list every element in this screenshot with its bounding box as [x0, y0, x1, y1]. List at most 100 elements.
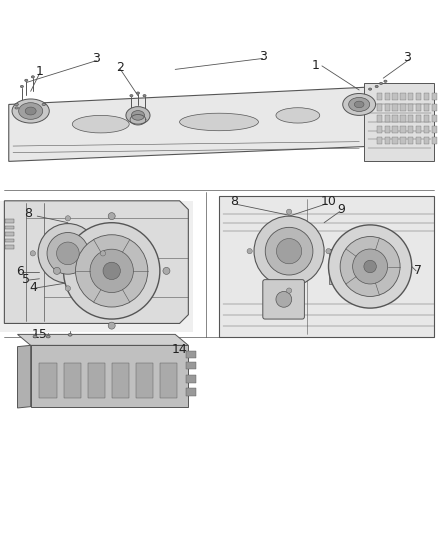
Circle shape — [65, 286, 71, 291]
Bar — [377, 126, 382, 133]
Bar — [432, 137, 437, 144]
Bar — [385, 104, 390, 111]
Bar — [408, 115, 413, 122]
Bar — [432, 93, 437, 100]
Ellipse shape — [143, 94, 146, 97]
Text: 14: 14 — [172, 343, 187, 356]
Text: 7: 7 — [414, 264, 422, 277]
Text: 4: 4 — [29, 281, 37, 294]
Bar — [432, 104, 437, 111]
Ellipse shape — [46, 335, 50, 338]
Bar — [5, 246, 14, 249]
Ellipse shape — [33, 335, 37, 338]
Ellipse shape — [20, 85, 24, 87]
Polygon shape — [219, 197, 434, 336]
Bar — [64, 363, 81, 398]
Text: 8: 8 — [230, 195, 238, 208]
Circle shape — [353, 249, 388, 284]
Ellipse shape — [15, 107, 18, 109]
Circle shape — [326, 248, 331, 254]
Bar — [5, 232, 14, 236]
Text: 15: 15 — [32, 328, 47, 341]
Ellipse shape — [126, 107, 150, 124]
Bar — [400, 93, 406, 100]
FancyBboxPatch shape — [263, 280, 304, 319]
Ellipse shape — [131, 110, 145, 120]
Bar — [416, 126, 421, 133]
Circle shape — [328, 225, 412, 308]
Bar — [39, 363, 57, 398]
Bar — [385, 115, 390, 122]
Circle shape — [47, 232, 89, 274]
Bar — [377, 104, 382, 111]
Bar — [385, 137, 390, 144]
Ellipse shape — [384, 80, 387, 82]
Circle shape — [65, 216, 71, 221]
Bar — [424, 126, 429, 133]
Text: 1: 1 — [311, 59, 319, 71]
Text: 5: 5 — [22, 273, 30, 286]
Ellipse shape — [25, 107, 36, 115]
Text: 3: 3 — [92, 52, 100, 65]
Bar — [392, 137, 398, 144]
Ellipse shape — [368, 88, 371, 90]
Circle shape — [108, 322, 115, 329]
Ellipse shape — [72, 115, 129, 133]
Bar — [424, 104, 429, 111]
Circle shape — [364, 260, 376, 273]
Ellipse shape — [130, 94, 133, 97]
Bar — [392, 115, 398, 122]
Circle shape — [276, 239, 302, 264]
Text: 3: 3 — [403, 51, 411, 63]
Circle shape — [108, 213, 115, 220]
Polygon shape — [4, 201, 188, 324]
Circle shape — [90, 249, 133, 293]
Ellipse shape — [15, 103, 18, 106]
Ellipse shape — [354, 101, 364, 108]
Polygon shape — [364, 83, 434, 161]
Bar — [377, 115, 382, 122]
Ellipse shape — [68, 334, 72, 336]
Bar — [5, 226, 14, 229]
Bar — [328, 249, 337, 284]
Text: 8: 8 — [25, 207, 32, 221]
Bar — [392, 104, 398, 111]
Circle shape — [265, 228, 313, 275]
Ellipse shape — [32, 76, 34, 78]
Bar — [385, 93, 390, 100]
Ellipse shape — [180, 113, 258, 131]
Bar — [31, 345, 188, 407]
Circle shape — [163, 268, 170, 274]
Text: 9: 9 — [338, 203, 346, 216]
Bar — [416, 104, 421, 111]
Bar — [424, 93, 429, 100]
Bar — [5, 219, 14, 223]
Bar — [400, 115, 406, 122]
Bar — [186, 375, 196, 383]
Text: 6: 6 — [16, 265, 24, 278]
Bar — [408, 93, 413, 100]
Ellipse shape — [137, 92, 139, 94]
Ellipse shape — [25, 79, 28, 82]
Circle shape — [100, 251, 106, 256]
Bar — [416, 93, 421, 100]
Polygon shape — [9, 87, 429, 161]
Bar — [5, 239, 14, 243]
Bar — [88, 363, 105, 398]
Circle shape — [30, 251, 35, 256]
Text: 2: 2 — [117, 61, 124, 74]
Text: 7: 7 — [141, 272, 148, 285]
Bar — [186, 388, 196, 395]
Bar — [408, 104, 413, 111]
Bar — [392, 93, 398, 100]
Ellipse shape — [12, 99, 49, 123]
Circle shape — [247, 248, 252, 254]
Bar — [400, 137, 406, 144]
Text: 10: 10 — [321, 195, 336, 208]
Bar — [377, 137, 382, 144]
Circle shape — [64, 223, 160, 319]
Circle shape — [75, 235, 148, 307]
Ellipse shape — [42, 103, 46, 106]
Bar — [432, 115, 437, 122]
Bar — [186, 351, 196, 359]
